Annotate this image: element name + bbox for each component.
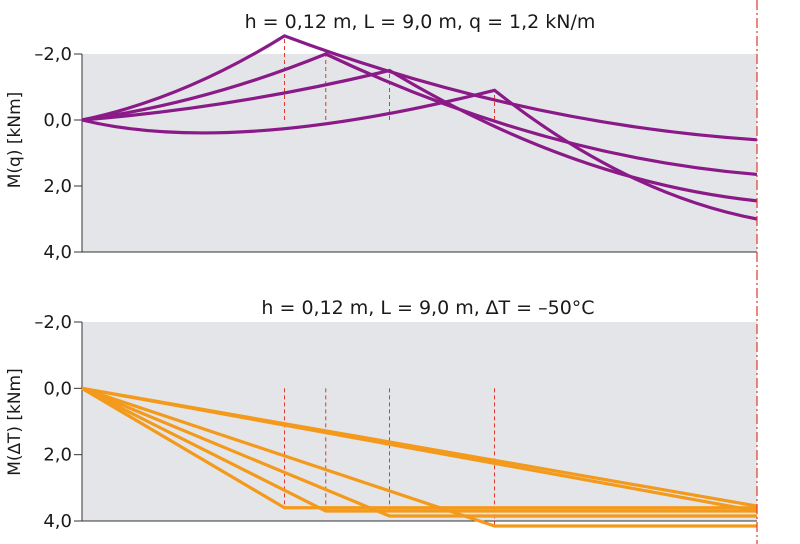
series-line-6 bbox=[81, 386, 758, 513]
y-tick-label: 4,0 bbox=[43, 511, 72, 532]
series-line-1 bbox=[81, 386, 757, 510]
y-tick-label: 2,0 bbox=[43, 445, 72, 466]
y-tick-label: 0,0 bbox=[43, 378, 72, 399]
y-axis-label-moment-dt: M(∆T) [kNm] bbox=[5, 368, 25, 475]
series-line-1 bbox=[81, 34, 758, 142]
y-tick-label: 4,0 bbox=[43, 242, 72, 263]
series-line-3 bbox=[81, 386, 757, 518]
y-tick-label: 0,0 bbox=[43, 110, 72, 131]
chart-title-moment-dt: h = 0,12 m, L = 9,0 m, ∆T = –50°C bbox=[261, 297, 594, 319]
chart-title-moment-q: h = 0,12 m, L = 9,0 m, q = 1,2 kN/m bbox=[245, 11, 596, 33]
series-line-4 bbox=[81, 386, 757, 528]
series-line-2 bbox=[81, 386, 757, 513]
series-line-4 bbox=[81, 88, 758, 221]
series-line-2 bbox=[81, 52, 758, 177]
plot-area bbox=[82, 54, 757, 252]
y-tick-label: –2,0 bbox=[34, 312, 72, 333]
y-tick-label: –2,0 bbox=[34, 44, 72, 65]
chart-moment-q: h = 0,12 m, L = 9,0 m, q = 1,2 kN/m M(q)… bbox=[5, 11, 758, 263]
y-tick-label: 2,0 bbox=[43, 176, 72, 197]
chart-moment-dt: h = 0,12 m, L = 9,0 m, ∆T = –50°C M(∆T) … bbox=[5, 297, 758, 532]
series-line-3 bbox=[81, 68, 758, 203]
y-axis-label-moment-q: M(q) [kNm] bbox=[5, 92, 25, 189]
